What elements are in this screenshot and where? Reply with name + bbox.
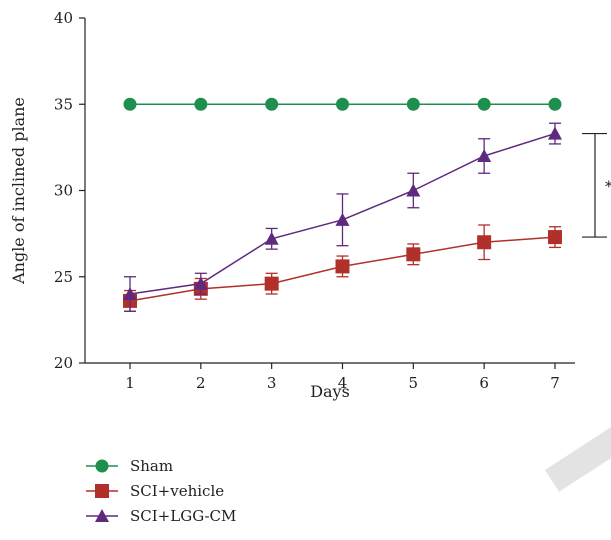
series-layer: [123, 97, 562, 312]
y-tick-label: 35: [54, 95, 73, 113]
significance-marker: *: [605, 177, 611, 195]
legend-marker: [95, 509, 109, 522]
y-tick-label: 20: [54, 354, 73, 372]
legend-item: SCI+LGG-CM: [86, 507, 236, 525]
x-axis-label: Days: [310, 382, 350, 401]
data-point: [547, 126, 562, 140]
legend: Sham SCI+vehicle SCI+LGG-CM: [86, 457, 236, 525]
data-point: [335, 212, 350, 226]
legend-item: SCI+vehicle: [86, 482, 224, 500]
x-tick-label: 1: [125, 374, 135, 392]
data-point: [264, 231, 279, 245]
legend-marker: [95, 484, 109, 498]
data-point: [406, 97, 420, 111]
data-point: [264, 276, 279, 291]
y-tick-label: 30: [54, 182, 73, 200]
data-point: [194, 97, 208, 111]
data-point: [406, 247, 421, 262]
legend-item: Sham: [86, 457, 173, 475]
data-point: [548, 97, 562, 111]
x-tick-label: 4: [338, 374, 348, 392]
series-sci-lgg-cm: [123, 122, 562, 312]
y-tick-label: 25: [54, 268, 73, 286]
data-point: [335, 259, 350, 274]
legend-label: Sham: [130, 457, 173, 475]
axes: 20 25 30 35 40 1 2 3 4 5 6 7 Days Angle of inclined p…: [9, 9, 575, 401]
series-sham: [123, 97, 562, 111]
x-tick-label: 2: [196, 374, 206, 392]
x-tick-label: 5: [409, 374, 419, 392]
data-point: [335, 97, 349, 111]
data-point: [547, 230, 562, 245]
y-tick-label: 40: [54, 9, 73, 27]
legend-label: SCI+LGG-CM: [130, 507, 236, 525]
annotation-layer: *: [582, 132, 611, 238]
data-point: [477, 235, 492, 250]
data-point: [406, 183, 421, 197]
data-point: [477, 149, 492, 162]
data-point: [123, 97, 137, 111]
data-point: [265, 97, 279, 111]
legend-marker: [95, 459, 109, 473]
x-tick-label: 6: [479, 374, 489, 392]
data-point: [193, 276, 208, 290]
data-point: [123, 287, 137, 300]
x-tick-label: 3: [267, 374, 277, 392]
y-axis-label: Angle of inclined plane: [9, 97, 28, 285]
data-point: [477, 97, 491, 111]
legend-label: SCI+vehicle: [130, 482, 224, 500]
x-tick-label: 7: [550, 374, 560, 392]
